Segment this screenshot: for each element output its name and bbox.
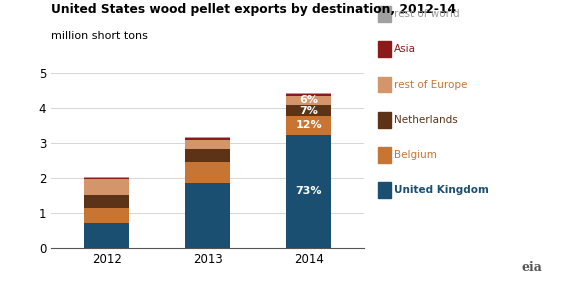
Text: United Kingdom: United Kingdom [394,185,489,195]
Text: rest of world: rest of world [394,9,460,19]
Bar [185,138,230,140]
Bar [286,116,331,135]
Bar [84,208,130,223]
Bar [84,177,130,178]
Bar [84,223,130,248]
Text: Netherlands: Netherlands [394,115,458,125]
Text: 6%: 6% [299,95,318,105]
Text: 12%: 12% [295,120,322,130]
Bar [185,149,230,162]
Bar [286,93,331,94]
Bar [185,183,230,248]
Bar [286,105,331,116]
Bar [286,135,331,248]
Bar [84,179,130,195]
Text: million short tons: million short tons [51,31,148,41]
Bar [185,137,230,138]
Bar [84,195,130,208]
Bar [286,96,331,105]
Text: Belgium: Belgium [394,150,437,160]
Bar [185,162,230,183]
Text: United States wood pellet exports by destination, 2012-14: United States wood pellet exports by des… [51,3,456,16]
Text: 7%: 7% [299,105,318,116]
Text: eia: eia [522,261,542,274]
Bar [185,140,230,149]
Text: rest of Europe: rest of Europe [394,80,468,90]
Bar [286,94,331,96]
Text: 73%: 73% [295,186,322,196]
Bar [84,178,130,179]
Text: Asia: Asia [394,44,417,54]
